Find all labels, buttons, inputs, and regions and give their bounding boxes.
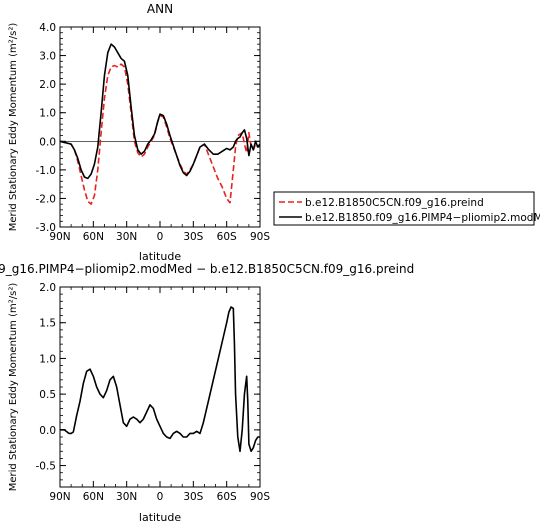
x-tick-label: 30N (116, 231, 137, 243)
y-tick-label: 1.5 (39, 318, 56, 330)
x-tick-label: 90S (250, 491, 270, 503)
y-tick-label: 0.0 (39, 425, 56, 437)
series-line-preind (59, 63, 261, 205)
x-tick-label: 0 (157, 231, 164, 243)
y-tick-label: -2.0 (36, 193, 57, 205)
bottom-chart-x-axis-label: latitude (139, 511, 181, 524)
x-tick-label: 30S (183, 491, 203, 503)
legend-box (273, 191, 535, 226)
x-tick-label: 30N (116, 491, 137, 503)
series-line-difference (60, 306, 260, 453)
legend-label-preind: b.e12.B1850C5CN.f09_g16.preind (305, 197, 484, 209)
x-tick-label: 60N (83, 231, 104, 243)
x-tick-label: 60S (217, 491, 237, 503)
top-chart: ANN -3.0 -2.0 -1.0 0.0 1.0 2.0 3.0 4.0 90N 60N 30… (8, 2, 270, 263)
top-chart-x-ticks: 90N 60N 30N 0 30S 60S 90S (49, 27, 270, 243)
y-tick-label: 2.0 (39, 79, 56, 91)
legend: b.e12.B1850C5CN.f09_g16.preind b.e12.B18… (273, 191, 540, 226)
x-tick-label: 90N (49, 231, 70, 243)
bottom-chart-frame (59, 286, 261, 488)
x-tick-label: 0 (157, 491, 164, 503)
y-tick-label: 0.0 (39, 136, 56, 148)
y-tick-label: 1.0 (39, 108, 56, 120)
x-tick-label: 60N (83, 491, 104, 503)
x-tick-label: 90N (49, 491, 70, 503)
x-tick-label: 90S (250, 231, 270, 243)
x-tick-label: 30S (183, 231, 203, 243)
top-chart-series (59, 43, 261, 205)
top-chart-frame (59, 26, 261, 228)
bottom-chart-series (60, 306, 260, 453)
top-chart-title: ANN (147, 2, 173, 16)
y-tick-label: 4.0 (39, 22, 56, 34)
bottom-chart: b.e12.B1850.f09_g16.PIMP4−pliomip2.modMe… (0, 262, 414, 524)
top-chart-y-gridless-ticks: -3.0 -2.0 -1.0 0.0 1.0 2.0 3.0 4.0 (36, 22, 260, 234)
y-tick-label: -1.0 (36, 165, 57, 177)
y-tick-label: 0.5 (39, 389, 56, 401)
y-tick-label: 1.0 (39, 353, 56, 365)
bottom-chart-title: b.e12.B1850.f09_g16.PIMP4−pliomip2.modMe… (0, 262, 414, 276)
top-chart-x-axis-label: latitude (139, 250, 181, 263)
y-tick-label: -0.5 (36, 461, 57, 473)
x-tick-label: 60S (217, 231, 237, 243)
bottom-chart-y-ticks: -0.5 0.0 0.5 1.0 1.5 2.0 (36, 282, 260, 488)
series-line-modmed (59, 43, 261, 180)
legend-label-modmed: b.e12.B1850.f09_g16.PIMP4−pliomip2.modMe… (305, 212, 540, 224)
y-tick-label: -3.0 (36, 222, 57, 234)
top-chart-y-axis-label: Merid Stationary Eddy Momentum (m²/s²) (8, 23, 19, 232)
bottom-chart-x-ticks: 90N 60N 30N 0 30S 60S 90S (49, 287, 270, 503)
y-tick-label: 3.0 (39, 51, 56, 63)
y-tick-label: 2.0 (39, 282, 56, 294)
bottom-chart-y-axis-label: Merid Stationary Eddy Momentum (m²/s²) (8, 283, 19, 492)
